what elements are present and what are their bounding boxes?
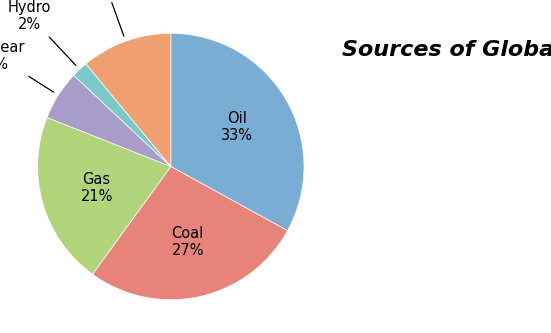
- Text: Sources of Global Energy: Sources of Global Energy: [342, 40, 551, 60]
- Wedge shape: [74, 64, 171, 166]
- Wedge shape: [93, 166, 288, 300]
- Wedge shape: [37, 118, 171, 274]
- Wedge shape: [171, 33, 304, 231]
- Text: Coal
27%: Coal 27%: [171, 226, 204, 258]
- Wedge shape: [47, 75, 171, 166]
- Text: Hydro
2%: Hydro 2%: [8, 0, 76, 66]
- Text: Gas
21%: Gas 21%: [80, 172, 113, 204]
- Text: Solar, Wind,
Other
11%: Solar, Wind, Other 11%: [57, 0, 145, 36]
- Text: Oil
33%: Oil 33%: [222, 111, 253, 144]
- Text: Nuclear
6%: Nuclear 6%: [0, 40, 54, 92]
- Wedge shape: [86, 33, 171, 167]
